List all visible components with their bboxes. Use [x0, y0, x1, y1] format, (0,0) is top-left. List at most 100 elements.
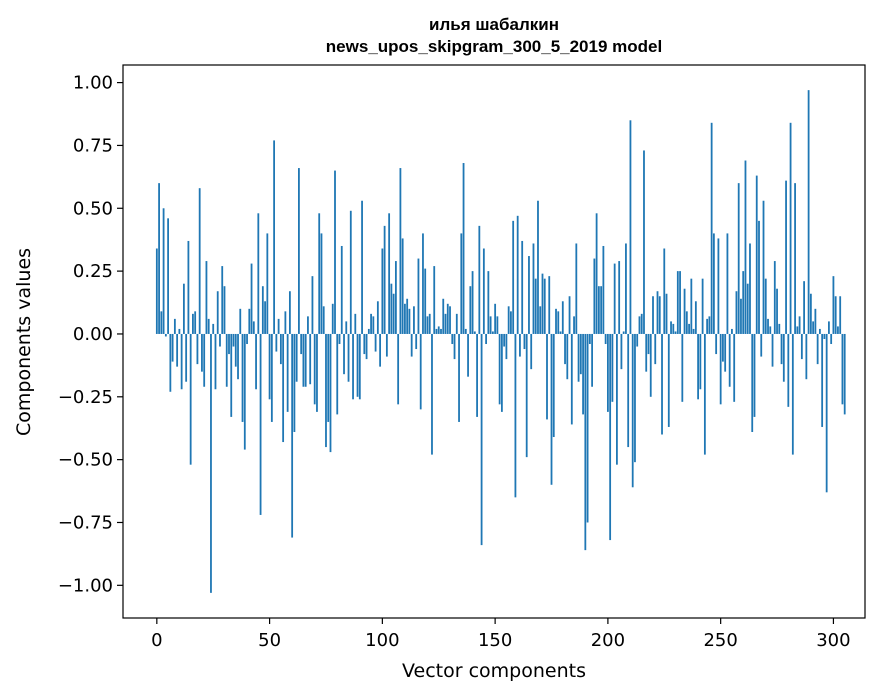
bar [744, 160, 747, 334]
bar [178, 328, 181, 334]
bar [516, 215, 519, 334]
bar [843, 333, 846, 415]
bar [248, 308, 251, 334]
bar [205, 261, 208, 334]
bar [212, 323, 215, 334]
bar [573, 316, 575, 334]
bar [561, 301, 564, 334]
y-tick-label: −0.25 [58, 387, 113, 408]
bar [832, 276, 835, 334]
bar [676, 271, 679, 334]
bar [295, 333, 298, 382]
bar [552, 333, 555, 438]
bar [600, 286, 603, 334]
bar [331, 303, 334, 334]
bar [697, 333, 699, 400]
bar [546, 333, 548, 420]
bar [428, 313, 431, 334]
y-tick-label: 1.00 [73, 73, 113, 94]
bar [825, 333, 828, 493]
bar [469, 286, 472, 334]
bar [325, 333, 327, 448]
bar [255, 333, 257, 390]
bar [751, 333, 754, 432]
bar [394, 261, 397, 334]
bar [318, 213, 321, 334]
bar [176, 333, 179, 367]
bar [758, 220, 760, 334]
bar [451, 333, 454, 345]
bar [728, 333, 731, 387]
bar [336, 333, 339, 415]
bar [755, 175, 758, 334]
bar [442, 298, 445, 334]
bar [731, 328, 733, 334]
y-tick-label: 0.25 [73, 261, 113, 282]
bar [237, 333, 239, 380]
bar [338, 333, 341, 345]
bar [837, 326, 839, 334]
bar [300, 333, 303, 355]
bar [634, 333, 636, 463]
bar [568, 296, 571, 334]
bar [618, 261, 621, 334]
bar [198, 188, 201, 334]
bars-layer [155, 90, 846, 593]
bar [415, 333, 418, 350]
bar [494, 303, 497, 334]
bar [733, 333, 736, 402]
bar [773, 261, 776, 334]
bar [307, 316, 309, 334]
bar [528, 256, 530, 334]
bar [703, 333, 706, 455]
bar [363, 333, 366, 355]
bar [566, 333, 569, 380]
bar [313, 333, 316, 405]
bar [584, 333, 587, 551]
bar [162, 208, 165, 334]
bar [530, 333, 533, 370]
x-tick-label: 50 [258, 630, 281, 651]
bar [710, 122, 713, 334]
bar [746, 283, 749, 334]
bar [241, 333, 244, 422]
bar [555, 308, 557, 334]
bar [564, 333, 566, 365]
bar [724, 333, 727, 372]
bar [367, 328, 370, 334]
y-tick-label: 0.00 [73, 324, 113, 345]
bar [595, 213, 598, 334]
bar [376, 301, 379, 334]
bar [167, 218, 169, 334]
bar [404, 303, 406, 334]
bar [609, 333, 612, 541]
bar [388, 213, 391, 334]
bar [250, 263, 253, 334]
bar [780, 333, 783, 365]
bar [192, 313, 194, 334]
bar [679, 271, 681, 334]
bar [712, 233, 715, 334]
bar [302, 333, 305, 387]
bar [814, 308, 817, 334]
bar [512, 220, 515, 334]
bar [419, 333, 422, 410]
bar [625, 243, 627, 334]
bar [252, 321, 255, 334]
bar [498, 333, 501, 405]
bar [444, 313, 447, 334]
bar [737, 183, 740, 334]
bar [487, 271, 490, 334]
bar [638, 316, 641, 334]
bar [356, 333, 359, 397]
bar [785, 180, 787, 334]
y-tick-label: 0.75 [73, 135, 113, 156]
bar [652, 296, 654, 334]
y-tick-label: −0.50 [58, 450, 113, 471]
bar [796, 326, 799, 334]
bar [543, 278, 546, 334]
bar [232, 333, 235, 347]
bar [579, 333, 582, 375]
bar [816, 333, 819, 365]
